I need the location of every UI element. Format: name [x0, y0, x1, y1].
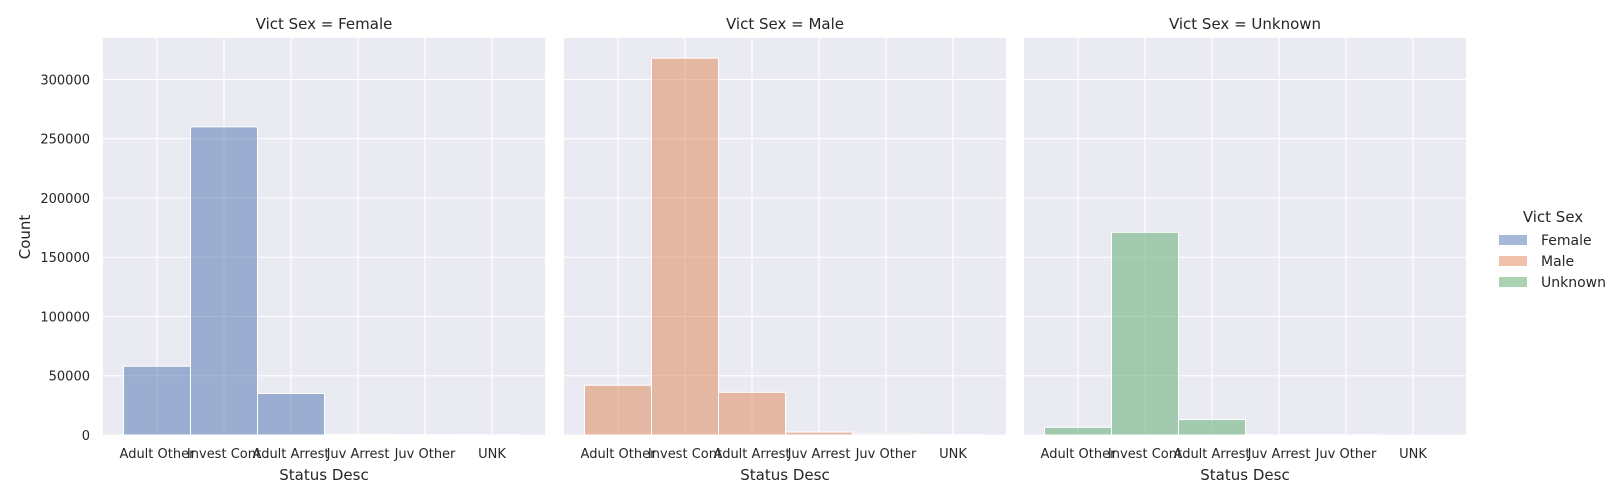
- legend-item-female: Female: [1499, 233, 1592, 249]
- y-tick-label: 100000: [40, 310, 90, 325]
- x-tick-label: Juv Other: [394, 447, 456, 462]
- plot-area: [564, 38, 1006, 435]
- x-axis-label: Status Desc: [740, 466, 829, 484]
- bar-adult-arrest: [1178, 419, 1246, 436]
- bar-adult-other: [1044, 426, 1112, 436]
- legend-label: Female: [1541, 233, 1592, 249]
- x-tick-label: Adult Arrest: [1174, 447, 1251, 462]
- plot-area: [1024, 38, 1466, 435]
- x-tick-label: Adult Arrest: [253, 447, 330, 462]
- bar-adult-arrest: [718, 391, 786, 436]
- x-tick-label: Juv Arrest: [326, 447, 390, 462]
- legend-title: Vict Sex: [1523, 208, 1583, 226]
- bar-adult-other: [123, 365, 191, 436]
- bar-invest-cont: [190, 126, 258, 436]
- bar-invest-cont: [651, 57, 719, 436]
- bar-juv-other: [852, 433, 920, 436]
- x-tick-label: Juv Arrest: [1247, 447, 1311, 462]
- legend-label: Unknown: [1541, 275, 1606, 291]
- y-tick-label: 300000: [40, 73, 90, 88]
- panel-title: Vict Sex = Unknown: [1169, 15, 1321, 33]
- legend-item-unknown: Unknown: [1499, 275, 1606, 291]
- x-tick-label: Adult Other: [1041, 447, 1117, 462]
- x-tick-label: Invest Cont: [187, 447, 261, 462]
- y-tick-label: 50000: [49, 370, 90, 385]
- x-tick-label: UNK: [478, 447, 506, 462]
- bar-adult-other: [584, 384, 652, 436]
- y-tick-label: 0: [82, 429, 90, 444]
- legend-swatch: [1499, 256, 1527, 266]
- legend: Vict Sex Female Male Unknown: [1499, 208, 1606, 291]
- y-tick-label: 150000: [40, 251, 90, 266]
- legend-swatch: [1499, 277, 1527, 287]
- panel-title: Vict Sex = Male: [726, 15, 844, 33]
- x-tick-label: Juv Other: [1315, 447, 1377, 462]
- legend-swatch: [1499, 235, 1527, 245]
- x-axis-label: Status Desc: [279, 466, 368, 484]
- y-tick-label: 250000: [40, 133, 90, 148]
- y-tick-label: 200000: [40, 192, 90, 207]
- legend-item-male: Male: [1499, 254, 1574, 270]
- x-tick-label: Adult Arrest: [714, 447, 791, 462]
- bar-adult-arrest: [257, 393, 325, 436]
- x-tick-label: UNK: [939, 447, 967, 462]
- panel-title: Vict Sex = Female: [256, 15, 393, 33]
- bar-juv-arrest: [324, 433, 392, 436]
- x-tick-label: UNK: [1399, 447, 1427, 462]
- x-tick-label: Invest Cont: [1108, 447, 1182, 462]
- x-tick-label: Invest Cont: [648, 447, 722, 462]
- legend-label: Male: [1541, 254, 1574, 270]
- bar-juv-arrest: [785, 431, 853, 436]
- x-axis-label: Status Desc: [1200, 466, 1289, 484]
- legend-items: Female Male Unknown: [1499, 233, 1606, 291]
- x-tick-label: Juv Other: [855, 447, 917, 462]
- x-tick-label: Adult Other: [120, 447, 196, 462]
- x-tick-label: Juv Arrest: [787, 447, 851, 462]
- y-axis-label: Count: [16, 215, 34, 260]
- bar-invest-cont: [1111, 231, 1179, 436]
- x-tick-label: Adult Other: [581, 447, 657, 462]
